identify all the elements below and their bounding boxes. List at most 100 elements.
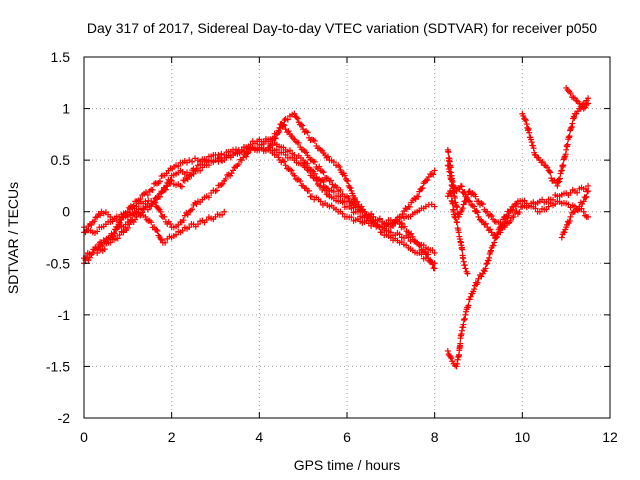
data-point bbox=[187, 171, 194, 178]
data-point bbox=[354, 198, 361, 205]
data-point bbox=[173, 231, 180, 238]
data-point bbox=[411, 209, 418, 216]
data-point bbox=[156, 178, 163, 185]
chart-title: Day 317 of 2017, Sidereal Day-to-day VTE… bbox=[87, 20, 597, 36]
data-point bbox=[570, 94, 577, 101]
data-point bbox=[570, 209, 577, 216]
data-point bbox=[401, 223, 408, 230]
data-point bbox=[189, 206, 196, 213]
data-point bbox=[144, 206, 151, 213]
data-point bbox=[539, 158, 546, 165]
data-point bbox=[330, 158, 337, 165]
data-point bbox=[459, 254, 466, 261]
data-point bbox=[333, 162, 340, 169]
data-point bbox=[293, 114, 300, 121]
data-point bbox=[157, 208, 164, 215]
data-point bbox=[552, 200, 559, 207]
data-point bbox=[232, 146, 239, 153]
data-point bbox=[385, 228, 392, 235]
data-point bbox=[546, 168, 553, 175]
data-point bbox=[580, 208, 587, 215]
data-point bbox=[152, 199, 159, 206]
data-point bbox=[156, 193, 163, 200]
data-point bbox=[481, 268, 488, 275]
data-point bbox=[430, 265, 437, 272]
data-point bbox=[304, 160, 311, 167]
y-tick-label: 0 bbox=[62, 204, 70, 220]
data-point bbox=[179, 227, 186, 234]
data-point bbox=[430, 171, 437, 178]
data-point bbox=[358, 203, 365, 210]
x-axis-label: GPS time / hours bbox=[294, 457, 401, 473]
data-point bbox=[574, 189, 581, 196]
data-point bbox=[101, 246, 108, 253]
data-point bbox=[394, 237, 401, 244]
series-track-13 bbox=[444, 162, 521, 241]
data-point bbox=[267, 142, 274, 149]
data-point bbox=[346, 184, 353, 191]
data-point bbox=[368, 210, 375, 217]
data-point bbox=[456, 211, 463, 218]
data-point bbox=[368, 222, 375, 229]
data-point bbox=[482, 208, 489, 215]
data-point bbox=[281, 158, 288, 165]
data-point bbox=[467, 293, 474, 300]
data-point bbox=[280, 144, 287, 151]
data-point bbox=[530, 145, 537, 152]
data-point bbox=[556, 178, 563, 185]
data-point bbox=[359, 214, 366, 221]
data-point bbox=[347, 185, 354, 192]
data-point bbox=[111, 230, 118, 237]
data-point bbox=[487, 226, 494, 233]
data-point bbox=[131, 205, 138, 212]
data-point bbox=[491, 239, 498, 246]
data-point bbox=[566, 133, 573, 140]
data-point bbox=[289, 150, 296, 157]
data-point bbox=[478, 217, 485, 224]
data-point bbox=[297, 154, 304, 161]
data-point bbox=[486, 254, 493, 261]
data-point bbox=[509, 206, 516, 213]
data-point bbox=[327, 177, 334, 184]
data-point bbox=[175, 181, 182, 188]
data-point bbox=[311, 170, 318, 177]
data-point bbox=[245, 143, 252, 150]
data-point bbox=[271, 151, 278, 158]
data-point bbox=[118, 228, 125, 235]
data-point bbox=[457, 238, 464, 245]
data-point bbox=[201, 156, 208, 163]
data-point bbox=[454, 204, 461, 211]
x-tick-label: 10 bbox=[515, 429, 531, 445]
data-point bbox=[562, 226, 569, 233]
data-point bbox=[316, 163, 323, 170]
y-tick-label: -1 bbox=[58, 307, 71, 323]
data-point bbox=[192, 223, 199, 230]
data-point bbox=[484, 260, 491, 267]
data-point bbox=[527, 134, 534, 141]
data-point bbox=[105, 211, 112, 218]
grid-layer bbox=[84, 57, 610, 418]
data-point bbox=[284, 116, 291, 123]
series-track-8 bbox=[444, 197, 592, 370]
data-point bbox=[446, 158, 453, 165]
data-point bbox=[360, 206, 367, 213]
data-point bbox=[280, 121, 287, 128]
data-point bbox=[469, 202, 476, 209]
data-point bbox=[243, 153, 250, 160]
data-point bbox=[184, 211, 191, 218]
data-point bbox=[487, 249, 494, 256]
data-point bbox=[351, 194, 358, 201]
data-point bbox=[114, 235, 121, 242]
data-layer bbox=[81, 84, 592, 370]
data-point bbox=[470, 288, 477, 295]
data-point bbox=[535, 154, 542, 161]
data-point bbox=[345, 194, 352, 201]
data-point bbox=[113, 213, 120, 220]
data-point bbox=[501, 219, 508, 226]
data-point bbox=[282, 162, 289, 169]
data-point bbox=[161, 213, 168, 220]
data-point bbox=[452, 184, 459, 191]
data-point bbox=[461, 262, 468, 269]
data-point bbox=[297, 178, 304, 185]
data-point bbox=[287, 147, 294, 154]
